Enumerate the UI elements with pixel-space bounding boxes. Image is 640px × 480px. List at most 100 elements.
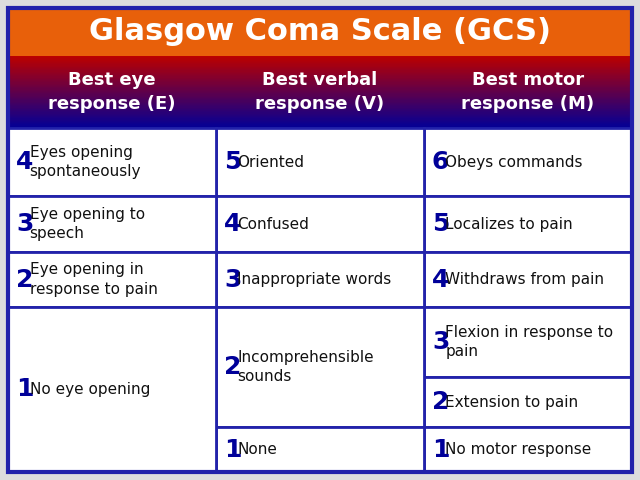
Bar bbox=[8, 68, 216, 70]
Text: 4: 4 bbox=[16, 150, 33, 174]
Bar bbox=[424, 62, 632, 64]
Bar bbox=[424, 59, 632, 60]
Bar bbox=[216, 62, 424, 64]
Bar bbox=[216, 87, 424, 89]
Bar bbox=[424, 127, 632, 129]
Text: Obeys commands: Obeys commands bbox=[445, 155, 583, 169]
Bar bbox=[8, 84, 216, 85]
Bar bbox=[424, 96, 632, 97]
Bar bbox=[8, 96, 216, 97]
Bar bbox=[216, 90, 424, 91]
Bar bbox=[8, 105, 216, 107]
Bar bbox=[424, 104, 632, 106]
Bar bbox=[424, 71, 632, 72]
Bar bbox=[8, 122, 216, 124]
Bar bbox=[216, 59, 424, 60]
Bar bbox=[8, 78, 216, 79]
Text: 2: 2 bbox=[432, 390, 449, 414]
Bar bbox=[8, 59, 216, 60]
Bar bbox=[424, 119, 632, 120]
Bar bbox=[216, 83, 424, 84]
Bar bbox=[8, 69, 216, 71]
Bar bbox=[424, 108, 632, 109]
Bar bbox=[424, 66, 632, 67]
Bar bbox=[8, 83, 216, 84]
Bar bbox=[8, 87, 216, 89]
Bar bbox=[424, 111, 632, 113]
Bar bbox=[8, 116, 216, 118]
Bar bbox=[424, 115, 632, 117]
Text: Extension to pain: Extension to pain bbox=[445, 395, 579, 409]
Bar bbox=[216, 128, 424, 196]
Bar bbox=[8, 124, 216, 126]
Text: No motor response: No motor response bbox=[445, 442, 592, 457]
Text: 3: 3 bbox=[16, 212, 33, 236]
Bar bbox=[8, 97, 216, 98]
Bar bbox=[216, 93, 424, 95]
Bar bbox=[424, 67, 632, 69]
Bar bbox=[424, 80, 632, 82]
Bar bbox=[8, 91, 216, 93]
Text: Eye opening in
response to pain: Eye opening in response to pain bbox=[29, 263, 157, 297]
Bar bbox=[424, 105, 632, 107]
Bar bbox=[8, 117, 216, 119]
Bar bbox=[8, 252, 216, 307]
Bar bbox=[8, 127, 216, 129]
Bar bbox=[424, 124, 632, 126]
Bar bbox=[8, 108, 216, 109]
Bar bbox=[216, 102, 424, 103]
Bar bbox=[424, 61, 632, 62]
Bar bbox=[424, 92, 632, 94]
Bar bbox=[216, 116, 424, 118]
Bar bbox=[216, 81, 424, 83]
Bar bbox=[216, 103, 424, 105]
Bar bbox=[8, 64, 216, 66]
Bar bbox=[424, 74, 632, 76]
Bar bbox=[8, 92, 216, 94]
Bar bbox=[216, 252, 424, 307]
Bar bbox=[424, 86, 632, 88]
Text: Best verbal
response (V): Best verbal response (V) bbox=[255, 71, 385, 113]
Text: No eye opening: No eye opening bbox=[29, 382, 150, 397]
Bar bbox=[216, 79, 424, 81]
Bar bbox=[216, 88, 424, 90]
Bar bbox=[216, 92, 424, 94]
Bar bbox=[216, 66, 424, 67]
Bar bbox=[8, 63, 216, 65]
Bar bbox=[8, 121, 216, 122]
Bar bbox=[216, 307, 424, 427]
Bar bbox=[424, 117, 632, 119]
Bar bbox=[424, 76, 632, 78]
Text: 5: 5 bbox=[432, 212, 449, 236]
Bar bbox=[216, 85, 424, 86]
Bar bbox=[216, 100, 424, 102]
Bar bbox=[8, 62, 216, 64]
Text: Best eye
response (E): Best eye response (E) bbox=[48, 71, 176, 113]
Bar bbox=[216, 196, 424, 252]
Bar bbox=[8, 80, 216, 82]
Bar bbox=[424, 90, 632, 91]
Text: Glasgow Coma Scale (GCS): Glasgow Coma Scale (GCS) bbox=[89, 17, 551, 47]
Bar bbox=[424, 114, 632, 115]
Bar bbox=[8, 196, 216, 252]
Bar bbox=[216, 123, 424, 125]
Bar bbox=[424, 103, 632, 105]
Bar bbox=[424, 252, 632, 307]
Bar bbox=[424, 68, 632, 70]
Bar bbox=[216, 124, 424, 126]
Bar bbox=[424, 123, 632, 125]
Bar bbox=[216, 99, 424, 101]
Bar bbox=[424, 110, 632, 112]
Bar bbox=[8, 107, 216, 108]
Bar bbox=[424, 88, 632, 90]
Bar bbox=[216, 75, 424, 77]
Bar bbox=[8, 72, 216, 73]
Text: Flexion in response to
pain: Flexion in response to pain bbox=[445, 324, 614, 359]
Bar bbox=[216, 95, 424, 96]
Text: 2: 2 bbox=[16, 267, 33, 291]
Bar bbox=[424, 100, 632, 102]
Bar bbox=[216, 67, 424, 69]
Bar bbox=[216, 71, 424, 72]
Bar bbox=[8, 110, 216, 112]
Bar bbox=[424, 120, 632, 121]
